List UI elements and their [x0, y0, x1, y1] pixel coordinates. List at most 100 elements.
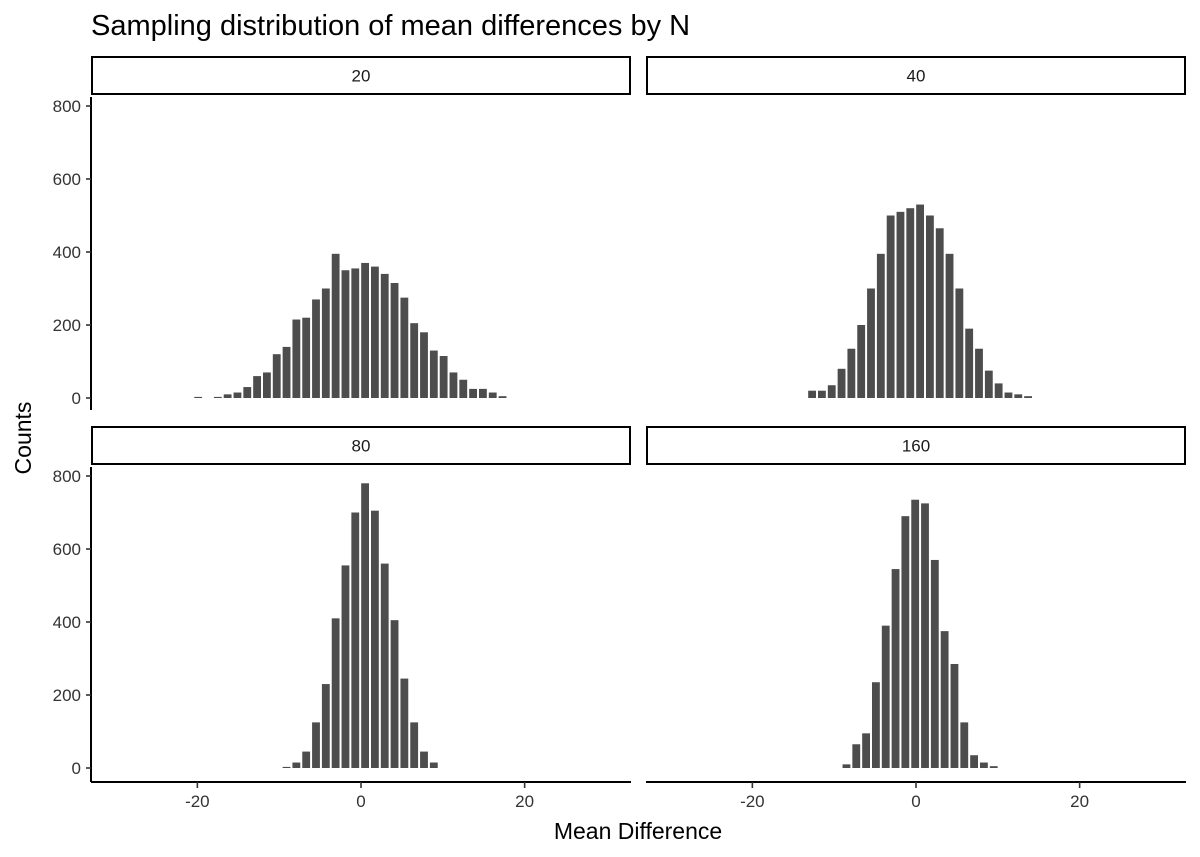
histogram-bar — [449, 372, 458, 398]
histogram-bar — [842, 764, 851, 768]
y-axis-title: Counts — [10, 402, 36, 475]
histogram-bar — [911, 499, 920, 768]
histogram-bar — [429, 762, 438, 768]
histogram-bar — [272, 354, 281, 398]
x-tick-label: 0 — [911, 792, 920, 811]
histogram-bar — [410, 722, 419, 769]
histogram-bar — [312, 299, 320, 398]
facet-strip — [91, 426, 631, 465]
histogram-bar — [479, 388, 487, 399]
x-tick-label: 20 — [515, 792, 534, 811]
histogram-bar — [960, 722, 969, 769]
histogram-bar — [935, 228, 944, 398]
histogram-bar — [827, 385, 836, 398]
histogram-bar — [351, 268, 360, 398]
y-tick-label: 400 — [53, 243, 81, 262]
histogram-bar — [459, 379, 468, 398]
histogram-bar — [341, 565, 350, 768]
histogram-bar — [223, 394, 232, 398]
histogram-bar — [808, 390, 816, 398]
histogram-bar — [331, 618, 340, 768]
histogram-bar — [847, 348, 856, 398]
facet-panel-40: 40 — [646, 56, 1186, 399]
facet-strip-label: 80 — [352, 437, 371, 456]
histogram-bar — [867, 288, 875, 398]
facet-strip — [646, 426, 1186, 465]
x-tick-label: -20 — [185, 792, 210, 811]
histogram-bar — [886, 215, 895, 398]
facet-strip — [646, 56, 1186, 95]
y-tick-label: 600 — [53, 170, 81, 189]
histogram-bar — [321, 288, 330, 398]
histogram-bar — [945, 253, 954, 398]
histogram-bar — [975, 348, 983, 398]
histogram-bar — [400, 678, 409, 768]
histogram-bar — [950, 663, 959, 768]
histogram-bar — [1024, 396, 1032, 398]
facet-strip-label: 40 — [907, 67, 926, 86]
histogram-bar — [965, 328, 974, 398]
y-tick-label: 0 — [72, 759, 81, 778]
histogram-bar — [439, 356, 448, 398]
histogram-bar — [321, 684, 330, 768]
histogram-bar — [857, 325, 866, 398]
y-tick-label: 400 — [53, 613, 81, 632]
histogram-bar — [994, 383, 1003, 398]
histogram-bar — [400, 297, 409, 399]
histogram-bar — [872, 682, 880, 768]
histogram-bar — [940, 631, 949, 769]
histogram-bar — [302, 317, 311, 398]
histogram-bar — [1004, 392, 1013, 398]
facet-strip-label: 160 — [902, 437, 930, 456]
y-tick-label: 600 — [53, 540, 81, 559]
histogram-bar — [852, 744, 861, 768]
histogram-bar — [930, 559, 939, 768]
histogram-bar — [331, 253, 340, 398]
histogram-bar — [292, 762, 301, 768]
histogram-bar — [233, 392, 242, 398]
histogram-bar — [881, 625, 890, 768]
y-tick-label: 0 — [72, 389, 81, 408]
histogram-bar — [213, 396, 222, 398]
histogram-bar — [361, 262, 369, 398]
histogram-bar — [989, 766, 998, 768]
histogram-bar — [302, 751, 311, 768]
histogram-bar — [312, 722, 320, 769]
histogram-bar — [984, 370, 993, 399]
histogram-bar — [390, 620, 399, 768]
histogram-bar — [901, 516, 910, 768]
histogram-bar — [371, 510, 379, 768]
histogram-bar — [891, 569, 900, 768]
facet-panel-160: 160 -20 0 20 — [646, 426, 1186, 811]
histogram-bar — [371, 266, 379, 398]
histogram-bar — [1014, 394, 1023, 398]
chart-title: Sampling distribution of mean difference… — [91, 10, 690, 42]
histogram-bar — [926, 215, 934, 398]
histogram-bar — [469, 388, 477, 399]
histogram-bar — [380, 563, 389, 768]
histogram-bar — [420, 751, 428, 768]
x-tick-label: 0 — [356, 792, 365, 811]
histogram-bar — [380, 273, 389, 398]
histogram-bar — [351, 512, 360, 768]
histogram-bar — [980, 762, 988, 768]
histogram-bar — [194, 396, 203, 398]
histogram-bar — [970, 755, 978, 768]
x-tick-label: 20 — [1070, 792, 1089, 811]
facet-strip — [91, 56, 631, 95]
y-tick-label: 800 — [53, 97, 81, 116]
x-axis-title: Mean Difference — [554, 818, 722, 844]
histogram-bar — [410, 323, 419, 398]
y-tick-label: 200 — [53, 686, 81, 705]
histogram-bar — [818, 390, 826, 398]
histogram-bar — [282, 346, 291, 398]
histogram-bar — [341, 270, 350, 398]
histogram-bar — [263, 372, 271, 398]
histogram-bar — [429, 350, 438, 398]
histogram-bar — [498, 396, 507, 398]
y-tick-label: 200 — [53, 316, 81, 335]
